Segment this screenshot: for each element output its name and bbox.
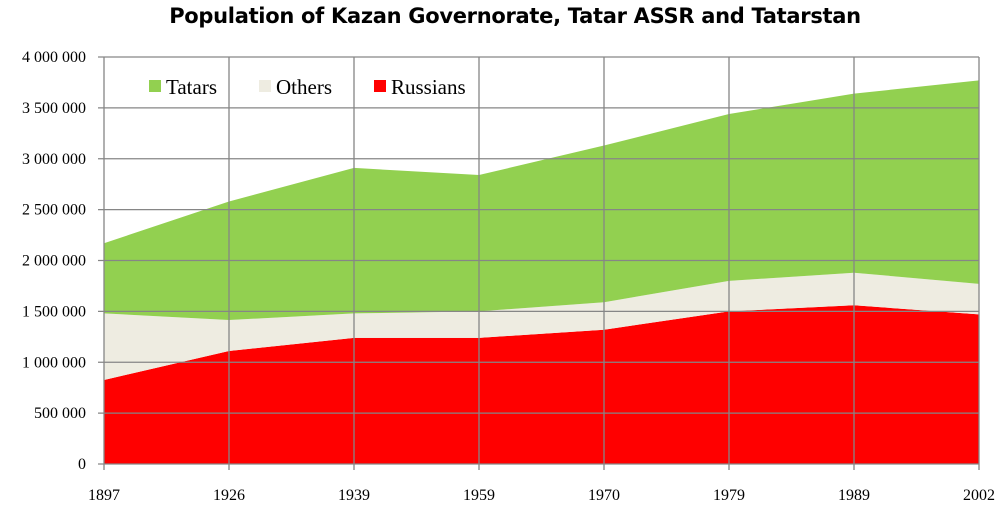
y-tick-label: 4 000 000 (22, 49, 86, 66)
legend-swatch-russians (374, 80, 386, 92)
legend-swatch-others (259, 80, 271, 92)
x-tick-label: 1979 (713, 487, 745, 504)
legend-label-others: Others (276, 75, 332, 99)
chart-title: Population of Kazan Governorate, Tatar A… (169, 4, 861, 28)
y-tick-label: 2 500 000 (22, 202, 86, 219)
x-tick-label: 1989 (838, 487, 870, 504)
y-tick-label: 2 000 000 (22, 253, 86, 270)
x-tick-label: 1926 (213, 487, 245, 504)
x-tick-label: 1897 (88, 487, 120, 504)
x-tick-label: 1939 (338, 487, 370, 504)
y-tick-label: 3 500 000 (22, 100, 86, 117)
area-russians (104, 305, 979, 464)
x-tick-label: 1959 (463, 487, 495, 504)
legend-swatch-tatars (149, 80, 161, 92)
legend-label-tatars: Tatars (166, 75, 217, 99)
y-tick-label: 3 000 000 (22, 151, 86, 168)
y-tick-label: 1 500 000 (22, 303, 86, 320)
y-tick-label: 1 000 000 (22, 354, 86, 371)
area-others (104, 272, 979, 380)
y-tick-label: 0 (78, 456, 86, 473)
x-tick-label: 2002 (963, 487, 995, 504)
y-tick-label: 500 000 (34, 405, 86, 422)
x-tick-label: 1970 (588, 487, 620, 504)
legend-label-russians: Russians (391, 75, 466, 99)
